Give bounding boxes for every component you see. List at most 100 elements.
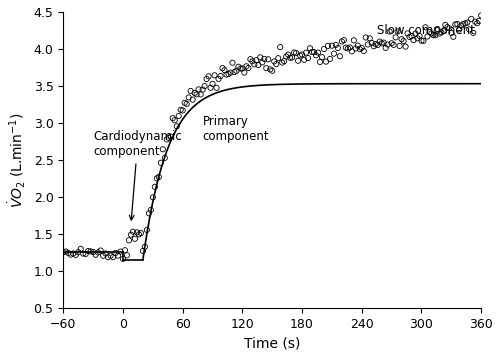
Point bbox=[272, 61, 280, 67]
Point bbox=[109, 254, 117, 260]
Point bbox=[94, 250, 102, 255]
Point bbox=[268, 68, 276, 74]
Point bbox=[294, 58, 302, 64]
Point bbox=[360, 48, 368, 54]
Point bbox=[112, 250, 120, 256]
Point bbox=[344, 46, 352, 51]
Point bbox=[127, 232, 135, 237]
Point bbox=[396, 43, 404, 49]
Point bbox=[378, 40, 386, 46]
Point bbox=[228, 60, 236, 66]
Point bbox=[278, 60, 286, 65]
Point bbox=[204, 74, 212, 79]
Point bbox=[174, 113, 182, 119]
Point bbox=[382, 45, 390, 51]
Point bbox=[143, 227, 151, 233]
Point bbox=[102, 251, 110, 256]
Point bbox=[234, 64, 242, 70]
Point bbox=[169, 115, 177, 121]
Point bbox=[400, 38, 407, 44]
Point bbox=[424, 34, 432, 39]
Point bbox=[196, 92, 204, 97]
Point bbox=[238, 66, 246, 71]
Point bbox=[131, 236, 139, 242]
Point bbox=[161, 155, 169, 161]
Text: Cardiodynamic
component: Cardiodynamic component bbox=[93, 130, 182, 220]
Point bbox=[153, 176, 161, 181]
Point bbox=[370, 44, 378, 49]
Point bbox=[352, 46, 360, 51]
Point bbox=[410, 37, 418, 43]
Point bbox=[92, 252, 100, 257]
Point bbox=[218, 65, 226, 71]
Point bbox=[336, 54, 344, 59]
Point bbox=[149, 195, 157, 200]
Point bbox=[428, 31, 436, 36]
Point bbox=[384, 42, 392, 47]
Point bbox=[60, 250, 68, 255]
Point bbox=[178, 107, 186, 113]
Point bbox=[104, 255, 112, 260]
Point bbox=[462, 21, 469, 26]
Point bbox=[258, 60, 266, 65]
Point bbox=[99, 253, 107, 258]
Point bbox=[374, 42, 382, 48]
Point bbox=[125, 237, 133, 243]
Point bbox=[133, 230, 141, 235]
Point bbox=[286, 55, 294, 61]
Point bbox=[106, 253, 114, 258]
Point bbox=[469, 30, 477, 36]
Point bbox=[296, 52, 304, 58]
Point bbox=[408, 33, 416, 39]
Point bbox=[172, 124, 180, 129]
Point bbox=[274, 55, 282, 61]
Point bbox=[460, 21, 468, 27]
Point bbox=[456, 26, 464, 32]
Point bbox=[264, 56, 272, 62]
Point bbox=[222, 72, 230, 77]
Point bbox=[442, 22, 450, 28]
Point bbox=[167, 134, 175, 140]
Point bbox=[452, 21, 460, 27]
Point bbox=[170, 117, 178, 123]
Point bbox=[276, 44, 284, 50]
Point bbox=[334, 45, 342, 51]
Point bbox=[256, 55, 264, 60]
Point bbox=[430, 32, 438, 38]
Point bbox=[121, 247, 129, 253]
Point bbox=[467, 16, 475, 22]
Point bbox=[76, 246, 84, 252]
Point bbox=[432, 32, 440, 38]
Point bbox=[434, 26, 442, 32]
Point bbox=[346, 45, 354, 50]
Point bbox=[282, 54, 290, 59]
Point bbox=[426, 29, 434, 35]
Point bbox=[151, 184, 159, 190]
Point bbox=[418, 38, 426, 44]
Point bbox=[446, 25, 454, 31]
Point bbox=[414, 35, 422, 41]
Point bbox=[79, 251, 87, 256]
Point bbox=[250, 61, 258, 67]
Point bbox=[176, 107, 184, 112]
Point bbox=[324, 43, 332, 49]
Point bbox=[328, 43, 336, 49]
Point bbox=[129, 229, 137, 235]
Point bbox=[180, 100, 188, 106]
Point bbox=[292, 50, 300, 56]
Point bbox=[471, 19, 479, 25]
Point bbox=[116, 249, 124, 255]
Point bbox=[72, 252, 80, 258]
Point bbox=[398, 36, 406, 42]
Point bbox=[356, 46, 364, 52]
Point bbox=[390, 42, 398, 48]
Point bbox=[338, 39, 346, 44]
Point bbox=[308, 49, 316, 55]
Point bbox=[114, 253, 122, 258]
Point bbox=[358, 45, 366, 51]
Point bbox=[159, 146, 167, 152]
Point bbox=[458, 23, 466, 29]
Point bbox=[376, 39, 384, 45]
Point bbox=[326, 56, 334, 62]
Point bbox=[412, 31, 420, 36]
